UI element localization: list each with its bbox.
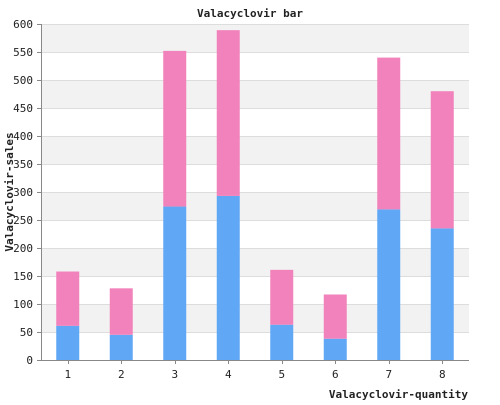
x-tick-label: 2	[118, 368, 125, 381]
bar-segment-lower	[377, 209, 401, 360]
y-tick-label: 250	[13, 214, 33, 227]
grid-band	[41, 80, 469, 108]
bar-segment-lower	[56, 325, 80, 360]
bar-segment-upper	[163, 50, 187, 207]
y-tick-label: 100	[13, 298, 33, 311]
y-tick-label: 600	[13, 18, 33, 31]
bar-segment-upper	[109, 288, 133, 335]
axes	[37, 24, 469, 364]
y-tick-label: 400	[13, 130, 33, 143]
x-tick-label: 4	[225, 368, 232, 381]
bar-segment-lower	[163, 206, 187, 360]
bar-segment-lower	[216, 195, 240, 360]
y-tick-label: 450	[13, 102, 33, 115]
y-tick-label: 0	[26, 354, 33, 367]
x-tick-label: 1	[64, 368, 71, 381]
grid-band	[41, 192, 469, 220]
bar-segment-lower	[109, 334, 133, 360]
grid-bands	[41, 24, 469, 332]
x-tick-label: 6	[332, 368, 339, 381]
bar-segment-upper	[377, 57, 401, 210]
x-axis-title: Valacyclovir-quantity	[329, 388, 468, 400]
y-tick-label: 200	[13, 242, 33, 255]
bar-segment-lower	[270, 324, 294, 360]
bar-segment-upper	[323, 294, 347, 339]
bar-segment-lower	[323, 338, 347, 360]
y-tick-labels: 0 50 100 150 200 250 300 350 400 450 500 550 600	[13, 18, 33, 367]
y-tick-label: 500	[13, 74, 33, 87]
x-tick-label: 8	[439, 368, 446, 381]
y-tick-label: 150	[13, 270, 33, 283]
y-tick-label: 550	[13, 46, 33, 59]
grid-band	[41, 24, 469, 52]
x-tick-label: 7	[385, 368, 392, 381]
chart-title: Valacyclovir bar	[197, 7, 303, 20]
grid-band	[41, 136, 469, 164]
y-tick-label: 50	[20, 326, 33, 339]
x-tick-labels: 1 2 3 4 5 6 7 8	[64, 368, 445, 381]
grid-band	[41, 304, 469, 332]
x-tick-label: 5	[278, 368, 285, 381]
bar-segment-lower	[430, 228, 454, 360]
x-tick-label: 3	[171, 368, 178, 381]
y-tick-label: 350	[13, 158, 33, 171]
bar-segment-upper	[430, 91, 454, 229]
y-tick-label: 300	[13, 186, 33, 199]
y-axis-title: Valacyclovir-sales	[3, 132, 16, 251]
bar-segment-upper	[216, 30, 240, 196]
bars	[56, 30, 454, 360]
grid-band	[41, 248, 469, 276]
bar-segment-upper	[270, 269, 294, 325]
bar-segment-upper	[56, 271, 80, 326]
